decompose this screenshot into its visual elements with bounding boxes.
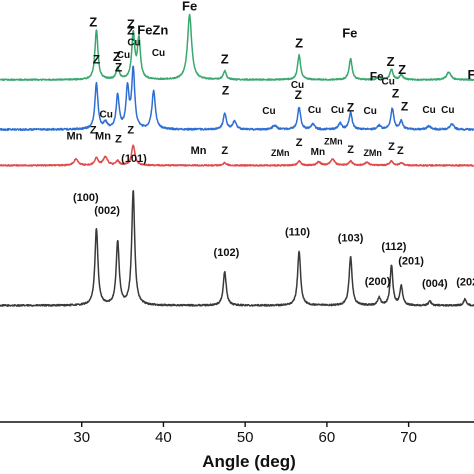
- x-tick-layer: 30 40 50 60 70: [73, 422, 417, 446]
- x-tick-label: 30: [73, 429, 90, 446]
- peak-label: ZMn: [271, 148, 290, 158]
- peak-label: Z: [295, 88, 302, 102]
- peak-label: Z: [296, 137, 303, 149]
- peak-label: (200): [365, 276, 391, 288]
- peak-label-layer: (100)(002) (101) (102) (110) (103) (200) (112)…: [66, 0, 474, 290]
- peak-label: Z: [127, 17, 135, 32]
- peak-label: Z: [115, 134, 122, 146]
- x-tick-label: 40: [155, 429, 172, 446]
- peak-label: (100): [73, 192, 99, 204]
- peak-label: Cu: [308, 105, 321, 116]
- peak-label: Z: [295, 36, 303, 51]
- peak-label: F: [468, 67, 474, 82]
- peak-label: FeZn: [137, 23, 168, 38]
- peak-label: Z: [89, 15, 97, 30]
- peak-label: (004): [422, 278, 448, 290]
- peak-label: Cu: [382, 76, 395, 87]
- peak-label: (110): [285, 227, 310, 239]
- peak-label: (103): [338, 232, 364, 244]
- peak-label: (101): [121, 153, 147, 165]
- peak-label: Z: [387, 54, 395, 69]
- peak-label: (002): [94, 205, 120, 217]
- peak-label: Z: [221, 52, 229, 67]
- peak-label: Z: [127, 24, 134, 38]
- x-tick-label: 60: [319, 429, 336, 446]
- peak-label: Z: [222, 84, 229, 98]
- peak-label: Cu: [152, 48, 165, 59]
- peak-label: Z: [127, 124, 134, 136]
- series-line-1: [0, 144, 474, 167]
- peak-label: (102): [214, 247, 240, 259]
- peak-label: Z: [397, 145, 404, 157]
- series-line-3: [0, 13, 474, 82]
- series-line-2: [0, 65, 474, 132]
- peak-label: Z: [90, 124, 97, 136]
- x-axis-title: Angle (deg): [202, 452, 296, 471]
- peak-label: Mn: [191, 145, 207, 157]
- peak-label: Fe: [342, 26, 357, 41]
- peak-label: Cu: [117, 50, 130, 61]
- peak-label: Cu: [441, 105, 454, 116]
- peak-label: Z: [401, 100, 408, 114]
- peak-label: Z: [221, 145, 228, 157]
- peak-label: Z: [93, 52, 100, 66]
- peak-label: Cu: [331, 105, 344, 116]
- peak-label: Fe: [370, 70, 384, 84]
- peak-label: Cu: [262, 106, 275, 117]
- peak-label: Mn: [311, 147, 325, 158]
- peak-label: ZMn: [363, 148, 382, 158]
- peak-label: Fe: [182, 0, 197, 14]
- x-tick-label: 50: [237, 429, 254, 446]
- peak-label: Mn: [66, 130, 82, 142]
- peak-label: Z: [347, 144, 354, 156]
- peak-label: (202): [456, 277, 474, 289]
- peak-label: Z: [392, 87, 399, 101]
- peak-label: Cu: [364, 106, 377, 117]
- peak-label: Z: [115, 61, 122, 75]
- series-line-0: [0, 190, 474, 307]
- peak-label: Z: [388, 141, 395, 153]
- peak-label: Cu: [291, 80, 304, 91]
- peak-label: (112): [381, 241, 406, 253]
- peak-label: ZMn: [324, 136, 343, 146]
- peak-label: Cu: [422, 105, 435, 116]
- peak-label: Z: [113, 49, 121, 64]
- peak-label: Z: [347, 100, 354, 114]
- peak-label: Cu: [127, 38, 140, 49]
- peak-label: Cu: [100, 110, 113, 121]
- peak-label: Z: [398, 62, 406, 77]
- peak-label: Mn: [95, 130, 111, 142]
- series-layer: [0, 13, 474, 307]
- peak-label: (201): [398, 256, 424, 268]
- x-tick-label: 70: [400, 429, 417, 446]
